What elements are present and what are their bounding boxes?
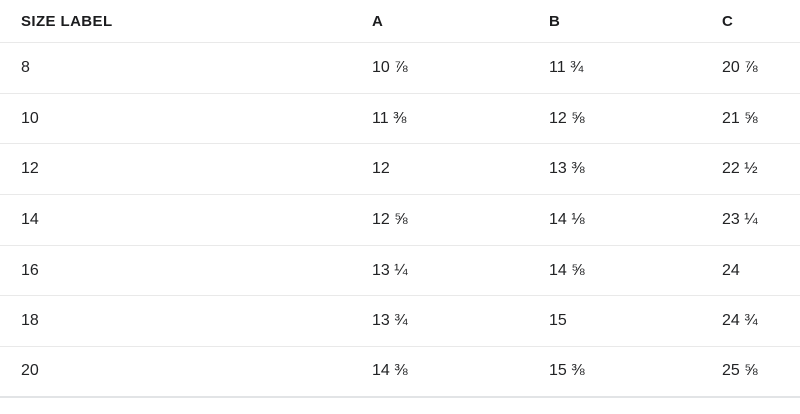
column-header-size-label: SIZE LABEL: [21, 12, 113, 30]
measure-a-cell: 13 ¾: [372, 312, 408, 330]
measure-a-cell: 10 ⅞: [372, 58, 408, 76]
measure-b-cell: 13 ⅜: [549, 160, 585, 178]
measure-c-cell: 22 ½: [722, 160, 758, 178]
measure-b-cell: 15: [549, 312, 567, 330]
size-cell: 16: [21, 261, 39, 279]
table-row: 14 12 ⅝ 14 ⅛ 23 ¼: [0, 195, 800, 246]
table-header-row: SIZE LABEL A B C: [0, 0, 800, 43]
size-cell: 10: [21, 109, 39, 127]
measure-c-cell: 25 ⅝: [722, 362, 758, 380]
size-cell: 18: [21, 312, 39, 330]
measure-c-cell: 20 ⅞: [722, 58, 758, 76]
measure-c-cell: 23 ¼: [722, 210, 758, 228]
measure-a-cell: 11 ⅜: [372, 109, 407, 127]
column-header-c: C: [722, 12, 734, 30]
table-row: 20 14 ⅜ 15 ⅜ 25 ⅝: [0, 347, 800, 398]
measure-b-cell: 11 ¾: [549, 58, 584, 76]
measure-b-cell: 14 ⅝: [549, 261, 585, 279]
measure-b-cell: 12 ⅝: [549, 109, 585, 127]
table-row: 8 10 ⅞ 11 ¾ 20 ⅞: [0, 43, 800, 94]
size-cell: 20: [21, 362, 39, 380]
measure-a-cell: 12: [372, 160, 390, 178]
table-row: 18 13 ¾ 15 24 ¾: [0, 296, 800, 348]
measure-b-cell: 14 ⅛: [549, 210, 585, 228]
size-cell: 14: [21, 210, 39, 228]
size-cell: 8: [21, 58, 30, 76]
measure-c-cell: 24 ¾: [722, 312, 758, 330]
size-cell: 12: [21, 160, 39, 178]
table-row: 12 12 13 ⅜ 22 ½: [0, 144, 800, 196]
table-row: 16 13 ¼ 14 ⅝ 24: [0, 246, 800, 297]
measure-a-cell: 13 ¼: [372, 261, 408, 279]
measure-a-cell: 12 ⅝: [372, 210, 408, 228]
column-header-a: A: [372, 12, 384, 30]
measure-c-cell: 21 ⅝: [722, 109, 758, 127]
column-header-b: B: [549, 12, 561, 30]
measure-a-cell: 14 ⅜: [372, 362, 408, 380]
table-row: 10 11 ⅜ 12 ⅝ 21 ⅝: [0, 94, 800, 145]
measure-b-cell: 15 ⅜: [549, 362, 585, 380]
measure-c-cell: 24: [722, 261, 740, 279]
